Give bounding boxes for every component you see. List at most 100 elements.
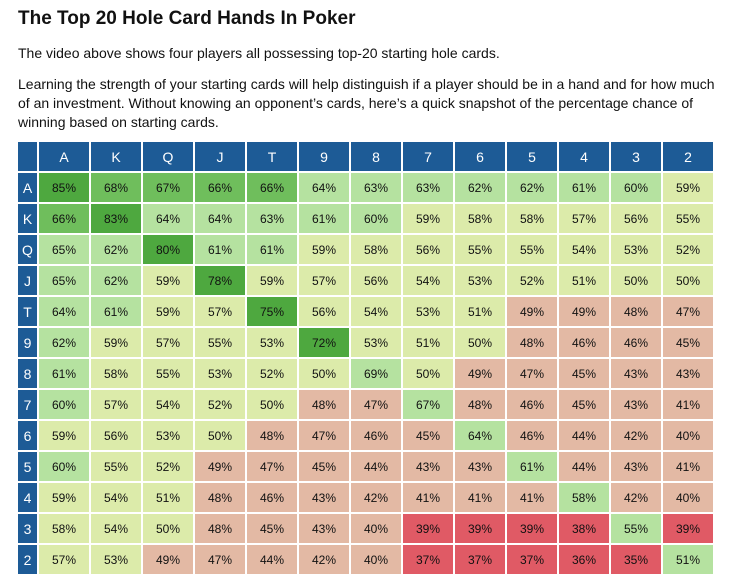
win-pct-cell: 55% [663,204,713,233]
win-pct-cell: 45% [559,359,609,388]
win-pct-cell: 80% [143,235,193,264]
win-pct-cell: 66% [195,173,245,202]
win-pct-cell: 54% [91,514,141,543]
win-pct-cell: 44% [559,421,609,450]
win-pct-cell: 42% [299,545,349,574]
win-pct-cell: 46% [247,483,297,512]
win-pct-cell: 83% [91,204,141,233]
win-pct-cell: 35% [611,545,661,574]
win-pct-cell: 67% [403,390,453,419]
column-header-q: Q [143,142,193,171]
win-pct-cell: 39% [455,514,505,543]
win-pct-cell: 40% [351,545,401,574]
win-pct-cell: 51% [403,328,453,357]
win-pct-cell: 54% [559,235,609,264]
win-pct-cell: 50% [611,266,661,295]
win-pct-cell: 45% [403,421,453,450]
win-pct-cell: 53% [143,421,193,450]
win-pct-cell: 56% [611,204,661,233]
win-pct-cell: 47% [247,452,297,481]
row-header-j: J [18,266,37,295]
win-pct-cell: 69% [351,359,401,388]
win-pct-cell: 59% [403,204,453,233]
win-pct-cell: 48% [195,514,245,543]
win-pct-cell: 41% [663,390,713,419]
win-pct-cell: 62% [455,173,505,202]
win-pct-cell: 59% [39,483,89,512]
win-pct-cell: 49% [559,297,609,326]
win-pct-cell: 65% [39,266,89,295]
row-header-9: 9 [18,328,37,357]
win-pct-cell: 49% [195,452,245,481]
win-pct-cell: 46% [611,328,661,357]
win-pct-cell: 63% [403,173,453,202]
win-pct-cell: 41% [663,452,713,481]
win-pct-cell: 48% [247,421,297,450]
win-pct-cell: 60% [39,452,89,481]
win-pct-cell: 72% [299,328,349,357]
win-pct-cell: 39% [663,514,713,543]
win-pct-cell: 50% [663,266,713,295]
win-pct-cell: 52% [195,390,245,419]
win-pct-cell: 55% [195,328,245,357]
win-pct-cell: 78% [195,266,245,295]
win-pct-cell: 43% [455,452,505,481]
win-pct-cell: 43% [299,483,349,512]
win-pct-cell: 47% [299,421,349,450]
win-pct-cell: 59% [247,266,297,295]
win-pct-cell: 44% [247,545,297,574]
intro-paragraph: The video above shows four players all p… [18,45,500,61]
win-pct-cell: 59% [143,297,193,326]
table-body: A 85% 68% 67% 66% 66% 64% 63% 63% 62% 62% 61% 60% 59%… [18,173,713,574]
win-pct-cell: 64% [299,173,349,202]
row-header-k: K [18,204,37,233]
column-header-9: 9 [299,142,349,171]
win-pct-cell: 67% [143,173,193,202]
column-header-a: A [39,142,89,171]
win-pct-cell: 66% [39,204,89,233]
win-pct-cell: 48% [455,390,505,419]
win-pct-cell: 57% [195,297,245,326]
win-pct-cell: 39% [403,514,453,543]
row-header-8: 8 [18,359,37,388]
win-pct-cell: 62% [507,173,557,202]
win-pct-cell: 50% [143,514,193,543]
table-row: Q 65% 62% 80% 61% 61% 59% 58% 56% 55% 55% 54% 53% 52% [18,235,713,264]
win-pct-cell: 57% [143,328,193,357]
body-paragraph: Learning the strength of your starting c… [18,76,715,130]
win-pct-cell: 75% [247,297,297,326]
win-pct-cell: 40% [351,514,401,543]
win-pct-cell: 53% [611,235,661,264]
win-pct-cell: 50% [455,328,505,357]
table-row: 8 61% 58% 55% 53% 52% 50% 69% 50% 49% 47% 45% 43% 43% [18,359,713,388]
win-pct-cell: 38% [559,514,609,543]
column-header-j: J [195,142,245,171]
win-pct-cell: 60% [611,173,661,202]
win-pct-cell: 48% [299,390,349,419]
win-pct-cell: 43% [611,359,661,388]
win-pct-cell: 54% [91,483,141,512]
table-row: A 85% 68% 67% 66% 66% 64% 63% 63% 62% 62% 61% 60% 59% [18,173,713,202]
row-header-7: 7 [18,390,37,419]
column-header-t: T [247,142,297,171]
win-pct-cell: 50% [195,421,245,450]
win-pct-cell: 45% [663,328,713,357]
win-pct-cell: 44% [559,452,609,481]
win-pct-cell: 56% [91,421,141,450]
win-pct-cell: 61% [91,297,141,326]
table-row: J 65% 62% 59% 78% 59% 57% 56% 54% 53% 52% 51% 50% 50% [18,266,713,295]
win-pct-cell: 58% [559,483,609,512]
win-pct-cell: 57% [39,545,89,574]
win-pct-cell: 51% [143,483,193,512]
win-pct-cell: 45% [299,452,349,481]
column-header-2: 2 [663,142,713,171]
win-pct-cell: 56% [299,297,349,326]
win-pct-cell: 61% [299,204,349,233]
win-pct-cell: 40% [663,421,713,450]
table-row: 3 58% 54% 50% 48% 45% 43% 40% 39% 39% 39% 38% 55% 39% [18,514,713,543]
win-pct-cell: 51% [559,266,609,295]
win-pct-cell: 57% [299,266,349,295]
win-pct-cell: 40% [663,483,713,512]
column-header-k: K [91,142,141,171]
